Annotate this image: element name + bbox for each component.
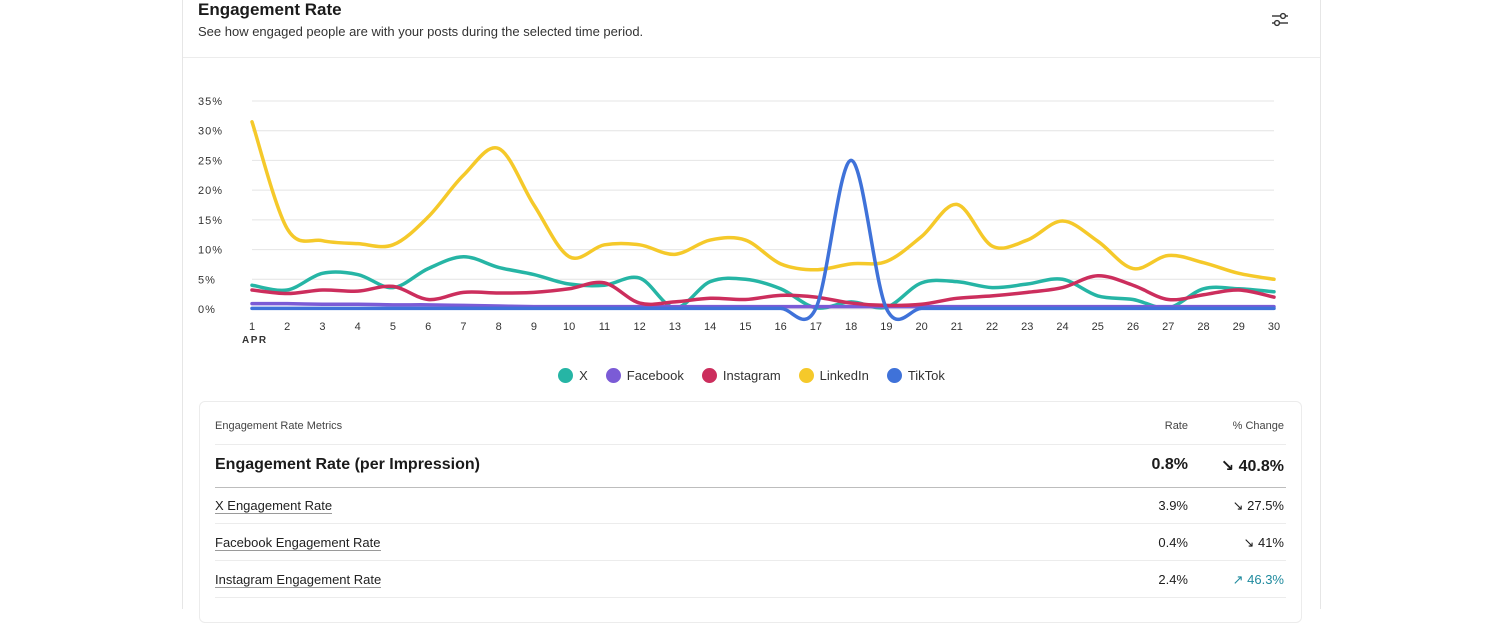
x-tick-label: 5 xyxy=(390,321,396,333)
series-line-facebook xyxy=(250,301,1276,309)
y-tick-label: 0% xyxy=(198,304,216,316)
x-tick-label: 27 xyxy=(1162,321,1174,333)
legend-swatch xyxy=(558,367,574,383)
legend-item-linkedin[interactable]: LinkedIn xyxy=(798,365,869,385)
y-tick-label: 20% xyxy=(198,185,223,197)
x-engagement-link[interactable]: X Engagement Rate xyxy=(215,498,333,514)
x-tick-label: 24 xyxy=(1056,321,1068,333)
x-tick-label: 2 xyxy=(284,321,290,333)
instagram-change: ↗ 46.3% xyxy=(1232,572,1284,587)
x-tick-label: 11 xyxy=(599,321,610,333)
x-tick-label: 10 xyxy=(563,321,575,333)
x-tick-label: 1 xyxy=(249,321,255,333)
legend-swatch xyxy=(701,367,717,383)
instagram-rate: 2.4% xyxy=(1158,572,1188,587)
metrics-header-row: Engagement Rate Metrics Rate % Change xyxy=(215,402,1286,445)
rate-column-header: Rate xyxy=(1164,420,1188,432)
x-tick-label: 3 xyxy=(319,321,325,333)
legend-item-facebook[interactable]: Facebook xyxy=(605,365,684,385)
x-rate: 3.9% xyxy=(1158,498,1188,513)
total-engagement-row: Engagement Rate (per Impression) 0.8% ↘ … xyxy=(215,444,1286,488)
legend-item-instagram[interactable]: Instagram xyxy=(701,365,781,385)
legend-swatch xyxy=(798,367,814,383)
metric-row-facebook: Facebook Engagement Rate 0.4% ↘ 41% xyxy=(215,524,1286,561)
x-tick-label: 15 xyxy=(739,321,751,333)
series-line-linkedin xyxy=(250,120,1276,282)
legend-swatch xyxy=(886,367,902,383)
chart-legend: X Facebook Instagram LinkedIn TikTok xyxy=(183,365,1320,385)
x-axis-label: APR xyxy=(242,335,268,346)
instagram-engagement-link[interactable]: Instagram Engagement Rate xyxy=(215,572,382,588)
legend-label: X xyxy=(579,367,588,383)
x-tick-label: 18 xyxy=(845,321,857,333)
y-tick-label: 30% xyxy=(198,126,223,138)
y-tick-label: 15% xyxy=(198,215,223,227)
x-tick-label: 22 xyxy=(986,321,998,333)
series-line-instagram xyxy=(250,273,1276,308)
x-tick-label: 29 xyxy=(1233,321,1245,333)
legend-label: Facebook xyxy=(626,367,684,383)
legend-swatch xyxy=(605,367,621,383)
y-tick-label: 25% xyxy=(198,155,223,167)
x-tick-label: 28 xyxy=(1197,321,1209,333)
total-change: ↘ 40.8% xyxy=(1220,458,1284,475)
sliders-icon[interactable] xyxy=(1269,9,1291,31)
y-tick-label: 35% xyxy=(198,96,223,108)
x-tick-label: 7 xyxy=(460,321,466,333)
facebook-engagement-link[interactable]: Facebook Engagement Rate xyxy=(215,535,381,551)
engagement-rate-card: Engagement Rate See how engaged people a… xyxy=(182,0,1321,623)
x-tick-label: 6 xyxy=(425,321,431,333)
x-tick-label: 4 xyxy=(355,321,361,333)
y-tick-label: 5% xyxy=(198,274,216,286)
x-tick-label: 23 xyxy=(1021,321,1033,333)
legend-label: Instagram xyxy=(722,367,781,383)
engagement-line-chart: 0%5%10%15%20%25%30%35%1 2 3 4 5 6 7 8 9 10 11 12 13 1… xyxy=(198,96,1280,346)
facebook-change: ↘ 41% xyxy=(1243,535,1284,550)
legend-label: LinkedIn xyxy=(819,367,869,383)
metric-row-instagram: Instagram Engagement Rate 2.4% ↗ 46.3% xyxy=(215,561,1286,598)
legend-label: TikTok xyxy=(907,367,945,383)
metric-row-x: X Engagement Rate 3.9% ↘ 27.5% xyxy=(215,487,1286,524)
x-tick-label: 12 xyxy=(634,321,646,333)
y-tick-label: 10% xyxy=(198,245,223,257)
x-change: ↘ 27.5% xyxy=(1232,498,1284,513)
card-header: Engagement Rate See how engaged people a… xyxy=(183,0,1320,58)
series-line-x xyxy=(250,254,1276,310)
x-tick-label: 19 xyxy=(880,321,892,333)
legend-item-tiktok[interactable]: TikTok xyxy=(886,365,945,385)
x-tick-label: 9 xyxy=(531,321,537,333)
x-tick-label: 21 xyxy=(951,321,963,333)
series-line-tiktok xyxy=(250,158,1276,322)
card-subtitle: See how engaged people are with your pos… xyxy=(198,24,644,39)
metrics-header-label: Engagement Rate Metrics xyxy=(215,420,343,432)
x-tick-label: 17 xyxy=(810,321,822,333)
x-tick-label: 26 xyxy=(1127,321,1139,333)
card-title: Engagement Rate xyxy=(198,0,342,19)
x-tick-label: 16 xyxy=(774,321,786,333)
x-tick-label: 13 xyxy=(669,321,681,333)
x-tick-label: 30 xyxy=(1268,321,1280,333)
x-tick-label: 25 xyxy=(1092,321,1104,333)
change-column-header: % Change xyxy=(1232,420,1284,432)
facebook-rate: 0.4% xyxy=(1158,535,1188,550)
x-tick-label: 14 xyxy=(704,321,716,333)
x-tick-label: 8 xyxy=(496,321,502,333)
total-rate: 0.8% xyxy=(1151,456,1188,473)
metrics-table: Engagement Rate Metrics Rate % Change En… xyxy=(199,401,1302,623)
legend-item-x[interactable]: X xyxy=(558,365,588,385)
x-tick-label: 20 xyxy=(915,321,927,333)
total-label: Engagement Rate (per Impression) xyxy=(215,456,480,473)
